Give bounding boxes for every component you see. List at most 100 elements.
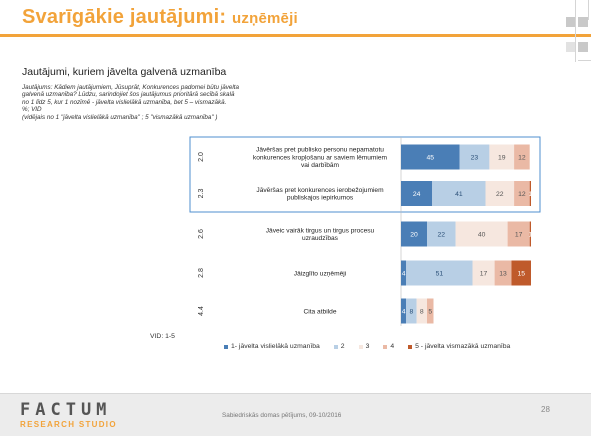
bar-segment (427, 221, 456, 247)
data-label: 12 (518, 154, 526, 161)
data-label: 5 (428, 308, 432, 315)
bar-segment (455, 221, 508, 247)
mean-value-label: 2.3 (198, 189, 205, 199)
bar-segment (489, 144, 515, 170)
data-label: 15 (517, 270, 525, 277)
bar-segment (507, 221, 530, 247)
bar-segment (416, 298, 427, 324)
data-label: 45 (426, 154, 434, 161)
deco-line (588, 0, 589, 20)
legend-label: 3 (365, 343, 370, 350)
mean-value-label: 4.4 (198, 306, 205, 316)
vid-scale-label: VID: 1-5 (150, 333, 175, 340)
category-label: Jāveic vairāk tirgus un tirgus procesu (266, 228, 375, 235)
data-label: 13 (499, 270, 507, 277)
question-line: galvenā uzmanība? Lūdzu, sarindojiet šos… (22, 91, 235, 99)
legend-item: 2 (333, 343, 345, 350)
bar-segment (427, 298, 434, 324)
category-label: publiskajos iepirkumos (287, 195, 354, 202)
category-label: vai darbībām (301, 162, 340, 169)
bar-segment (406, 260, 473, 286)
legend-label: 5 - jāvelta vismazākā uzmanība (415, 343, 511, 350)
mean-value-label: 2.0 (198, 152, 205, 162)
data-label: 1 (528, 191, 532, 198)
data-label: 23 (471, 154, 479, 161)
deco-square (578, 42, 588, 52)
page-title: Svarīgākie jautājumi: uzņēmēji (22, 6, 298, 29)
category-label: Jāizglīto uzņēmēji (294, 270, 347, 277)
legend-swatch (383, 344, 388, 349)
data-label: 8 (420, 308, 424, 315)
category-label: Jāvēršas pret konkurences ierobežojumiem (256, 187, 384, 194)
legend-label: 1- jāvelta vislielākā uzmanība (231, 343, 320, 350)
question-line: no 1 līdz 5, kur 1 nozīmē - jāvelta visl… (22, 98, 227, 106)
category-label: uzraudzības (302, 235, 339, 242)
deco-square (578, 17, 588, 27)
data-label: 51 (436, 270, 444, 277)
bar-segment (401, 298, 407, 324)
data-label: 19 (498, 154, 506, 161)
deco-square (566, 42, 576, 52)
data-label: 17 (480, 270, 488, 277)
bar-segment (511, 260, 531, 286)
category-label: konkurences kropļošanu ar saviem lēmumie… (253, 154, 388, 161)
footer-bar (0, 393, 591, 436)
category-label: Jāvēršas pret publisko personu nepamatot… (256, 147, 384, 154)
legend-label: 4 (390, 343, 395, 350)
chart-legend: 1- jāvelta vislielākā uzmanība 2 3 4 5 - jāv… (224, 343, 510, 350)
question-line: (vidējais no 1 "jāvelta vislielākā uzman… (22, 113, 218, 121)
bar-segment (485, 181, 515, 206)
factum-logo-subtitle: RESEARCH STUDIO (20, 420, 117, 429)
legend-swatch (224, 344, 228, 349)
data-label: 8 (410, 308, 414, 315)
legend-swatch (358, 344, 363, 349)
data-label: 17 (515, 231, 523, 238)
deco-square (566, 17, 576, 27)
category-label: Cita atbilde (304, 308, 337, 315)
question-line: Jautājums: Kādiem jautājumiem, Jūsuprāt,… (22, 84, 240, 91)
legend-swatch (408, 344, 413, 349)
bar-segment (472, 260, 495, 286)
bar-segment (401, 260, 407, 286)
bar-segment (401, 181, 433, 206)
footer-source: Sabiedriskās domas pētījums, 09-10/2016 (222, 412, 342, 419)
deco-line (578, 60, 591, 61)
bar-segment (432, 181, 486, 206)
bar-segment (406, 298, 417, 324)
mean-value-label: 2.8 (198, 268, 205, 278)
data-label: 41 (455, 191, 463, 198)
bar-segment (459, 144, 490, 170)
bar-segment (529, 181, 531, 206)
bar-segment (494, 260, 512, 286)
footer-divider (0, 393, 591, 394)
data-label: 24 (413, 191, 421, 198)
data-label: 40 (478, 231, 486, 238)
bar-segment (529, 221, 531, 247)
data-label: 4 (402, 308, 406, 315)
mean-value-label: 2.6 (198, 229, 205, 239)
title-main: Svarīgākie jautājumi: (22, 6, 227, 28)
page-number: 28 (541, 405, 550, 414)
legend-item: 1- jāvelta vislielākā uzmanība (224, 343, 320, 350)
data-label: 22 (496, 191, 504, 198)
data-label: 12 (518, 191, 526, 198)
data-label: 1 (528, 231, 532, 238)
bar-segment (401, 221, 427, 247)
legend-item: 3 (358, 343, 370, 350)
data-label: 22 (438, 231, 446, 238)
deco-line (575, 0, 576, 62)
question-text: Jautājums: Kādiem jautājumiem, Jūsuprāt,… (22, 84, 322, 121)
highlight-box (189, 136, 541, 213)
legend-swatch (333, 344, 338, 349)
data-label: 4 (402, 270, 406, 277)
title-underline (0, 34, 591, 37)
question-line: %; VID (22, 106, 42, 114)
legend-item: 4 (383, 343, 394, 350)
legend-item: 5 - jāvelta vismazākā uzmanība (408, 343, 510, 350)
bar-segment (514, 181, 530, 206)
factum-logo: FACTUM (20, 400, 112, 420)
bar-segment (514, 144, 530, 170)
title-sub: uzņēmēji (232, 10, 298, 27)
bar-segment (401, 144, 460, 170)
